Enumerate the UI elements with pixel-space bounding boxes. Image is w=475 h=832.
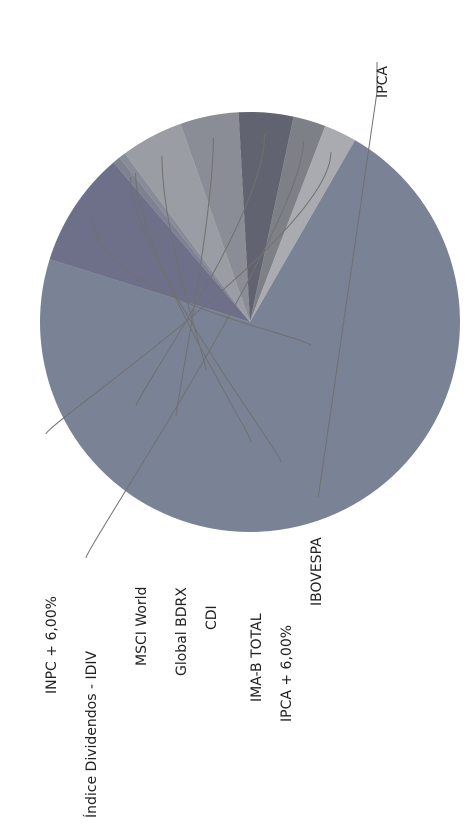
pie-slice-5 <box>180 112 250 322</box>
slice-label-7: Índice Dividendos - IDIV <box>83 651 100 818</box>
slice-label-3: IMA-B TOTAL <box>249 613 265 702</box>
slice-label-2: IPCA + 6,00% <box>279 625 295 722</box>
pie-slice-2 <box>113 157 250 322</box>
pie-slice-1 <box>49 162 250 322</box>
leader-line-7 <box>85 141 304 559</box>
pie-slice-3 <box>119 153 250 322</box>
leader-line-0 <box>317 62 378 498</box>
slice-label-4: CDI <box>204 605 220 630</box>
slice-label-1: IBOVESPA <box>309 537 325 606</box>
leader-line-8 <box>45 152 332 435</box>
leader-line-4 <box>161 155 207 371</box>
pie-slice-8 <box>250 125 355 322</box>
slice-label-6: MSCI World <box>134 587 150 666</box>
slice-label-0: IPCA <box>375 66 391 98</box>
pie-slices <box>40 111 461 532</box>
pie-slice-7 <box>250 116 326 322</box>
leader-line-3 <box>135 172 252 443</box>
pie-labels: IPCA IBOVESPA IPCA + 6,00% IMA-B TOTAL CDI Gl… <box>44 62 391 818</box>
slice-label-5: Global BDRX <box>174 587 190 676</box>
pie-slice-6 <box>238 111 294 322</box>
pie-slice-4 <box>124 123 250 322</box>
leader-line-6 <box>135 134 266 407</box>
slice-label-8: INPC + 6,00% <box>44 596 60 694</box>
pie-slice-0 <box>40 140 461 532</box>
leader-line-1 <box>92 218 312 347</box>
leader-line-2 <box>130 176 282 463</box>
